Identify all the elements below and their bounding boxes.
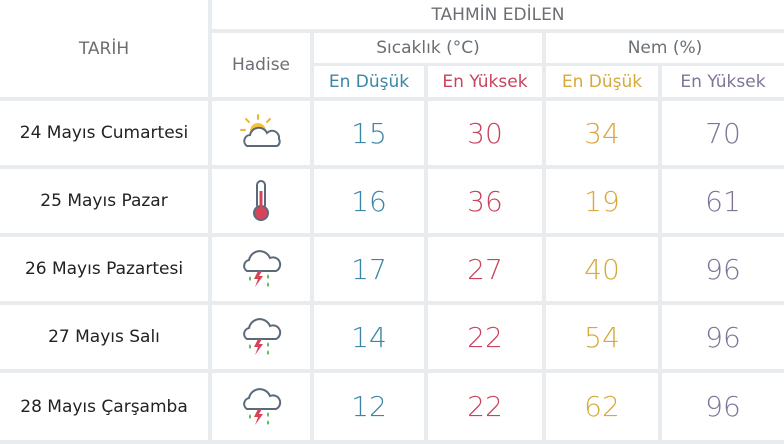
temp-low-value: 17 [314,237,424,301]
date-label: 24 Mayıs Cumartesi [19,123,189,143]
nem-label: Nem (%) [627,38,703,58]
sicaklik-label: Sıcaklık (°C) [376,38,480,58]
hum-high-label: En Yüksek [680,71,766,92]
hum-low-label: En Düşük [561,71,643,92]
temp-high-text: 30 [467,116,503,150]
thunderstorm-rain-icon [212,373,310,440]
temp-low-text: 15 [351,116,387,150]
thunderstorm-rain-icon [212,305,310,369]
hum-high-text: 96 [705,390,741,423]
hum-low-text: 62 [584,390,620,423]
table-row-date: 28 Mayıs Çarşamba [0,373,208,440]
temp-high-text: 22 [467,390,503,423]
hum-high-value: 96 [662,237,784,301]
header-tahmin-edilen: TAHMİN EDİLEN [212,0,784,29]
temp-low-value: 14 [314,305,424,369]
hum-high-text: 96 [705,252,741,286]
temp-high-text: 36 [467,184,503,218]
hum-low-text: 19 [584,184,620,218]
temp-low-label: En Düşük [328,71,410,92]
hum-high-text: 61 [705,184,741,218]
temp-low-text: 14 [351,320,387,354]
temp-low-text: 16 [351,184,387,218]
hum-low-value: 54 [546,305,658,369]
table-row-date: 26 Mayıs Pazartesi [0,237,208,301]
hum-low-text: 54 [584,320,620,354]
temp-high-value: 22 [428,373,542,440]
date-label: 28 Mayıs Çarşamba [20,396,188,417]
tarih-label: TARİH [78,38,130,59]
date-label: 26 Mayıs Pazartesi [24,259,184,279]
hadise-label: Hadise [231,55,291,75]
temp-low-text: 17 [351,252,387,286]
hum-high-text: 70 [705,116,741,150]
header-temp-high: En Yüksek [428,66,542,97]
header-hum-low: En Düşük [546,66,658,97]
temp-low-value: 15 [314,101,424,165]
temp-low-value: 12 [314,373,424,440]
hum-high-value: 96 [662,305,784,369]
date-label: 27 Mayıs Salı [48,327,160,347]
table-row-date: 24 Mayıs Cumartesi [0,101,208,165]
hum-low-value: 62 [546,373,658,440]
hum-high-text: 96 [705,320,741,354]
hum-high-value: 61 [662,169,784,233]
header-tarih: TARİH [0,0,208,97]
temp-high-value: 36 [428,169,542,233]
temp-high-value: 22 [428,305,542,369]
table-row-date: 25 Mayıs Pazar [0,169,208,233]
header-nem: Nem (%) [546,33,784,63]
temp-low-value: 16 [314,169,424,233]
temp-high-label: En Yüksek [442,71,528,92]
thermometer-hot-icon [212,169,310,233]
hum-low-value: 34 [546,101,658,165]
header-sicaklik: Sıcaklık (°C) [314,33,542,63]
hum-high-value: 96 [662,373,784,440]
tahmin-label: TAHMİN EDİLEN [431,4,565,25]
header-hadise: Hadise [212,33,310,97]
hum-low-value: 19 [546,169,658,233]
temp-high-text: 27 [467,252,503,286]
hum-low-text: 40 [584,252,620,286]
date-label: 25 Mayıs Pazar [40,191,168,211]
partly-cloudy-icon [212,101,310,165]
header-hum-high: En Yüksek [662,66,784,97]
temp-high-text: 22 [467,320,503,354]
temp-high-value: 27 [428,237,542,301]
hum-high-value: 70 [662,101,784,165]
temp-low-text: 12 [351,390,387,423]
hum-low-value: 40 [546,237,658,301]
table-row-date: 27 Mayıs Salı [0,305,208,369]
hum-low-text: 34 [584,116,620,150]
temp-high-value: 30 [428,101,542,165]
header-temp-low: En Düşük [314,66,424,97]
thunderstorm-rain-icon [212,237,310,301]
